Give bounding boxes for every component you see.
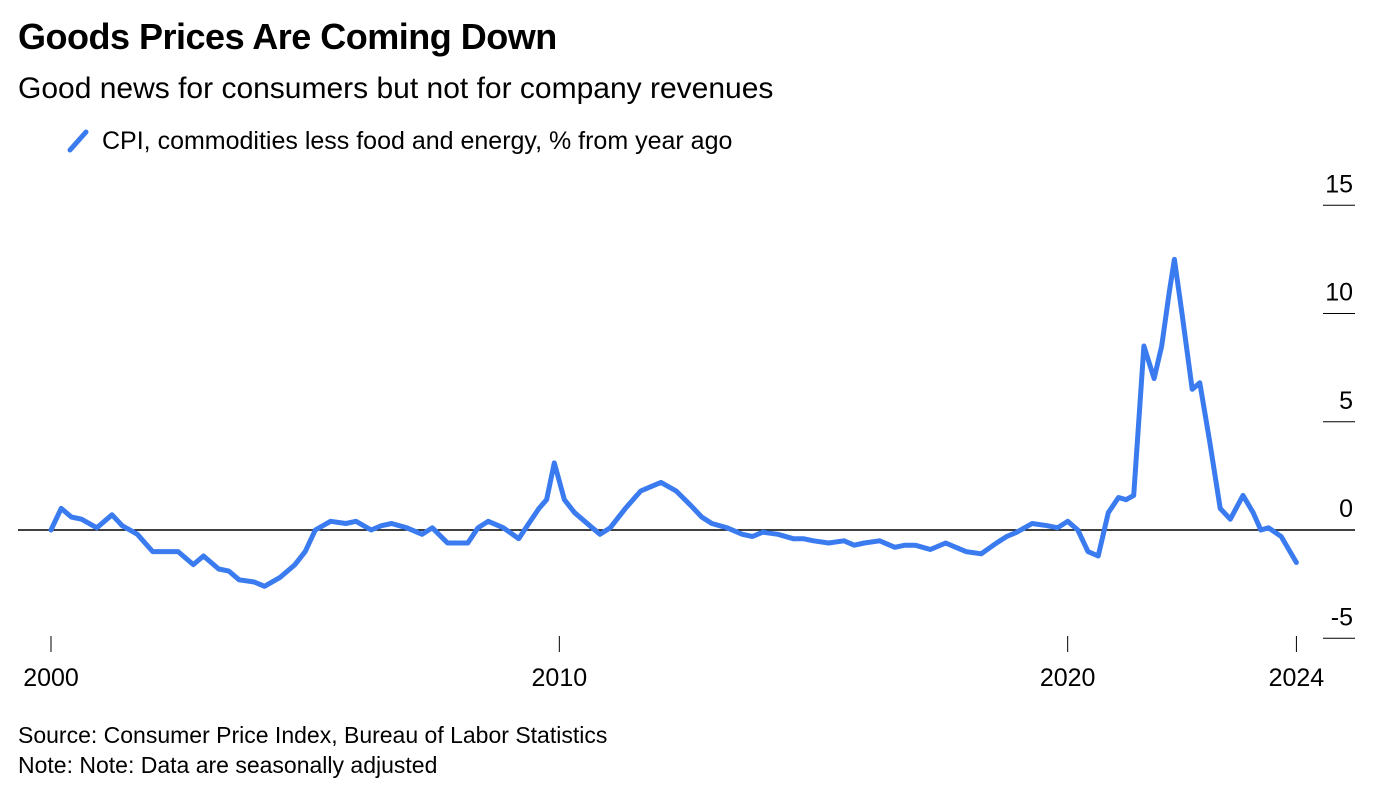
y-tick-label: 15 — [1325, 170, 1353, 198]
x-tick-label: 2020 — [1040, 664, 1096, 692]
y-tick-label: -5 — [1331, 603, 1353, 631]
y-tick-label: 10 — [1325, 279, 1353, 307]
legend-entry-label: CPI, commodities less food and energy, %… — [102, 126, 733, 155]
x-tick-label: 2010 — [532, 664, 588, 692]
y-tick-label: 0 — [1339, 495, 1353, 523]
x-tick-label: 2024 — [1269, 664, 1325, 692]
source-note: Source: Consumer Price Index, Bureau of … — [18, 722, 608, 748]
series-line-cpi — [48, 256, 1299, 589]
legend: CPI, commodities less food and energy, %… — [64, 126, 732, 156]
x-tick-label: 2000 — [23, 664, 79, 692]
data-note: Note: Note: Data are seasonally adjusted — [18, 752, 438, 778]
legend-swatch-slash-icon — [67, 129, 89, 153]
chart-subtitle: Good news for consumers but not for comp… — [18, 72, 774, 105]
chart-title: Goods Prices Are Coming Down — [18, 16, 557, 57]
y-tick-label: 5 — [1339, 387, 1353, 415]
